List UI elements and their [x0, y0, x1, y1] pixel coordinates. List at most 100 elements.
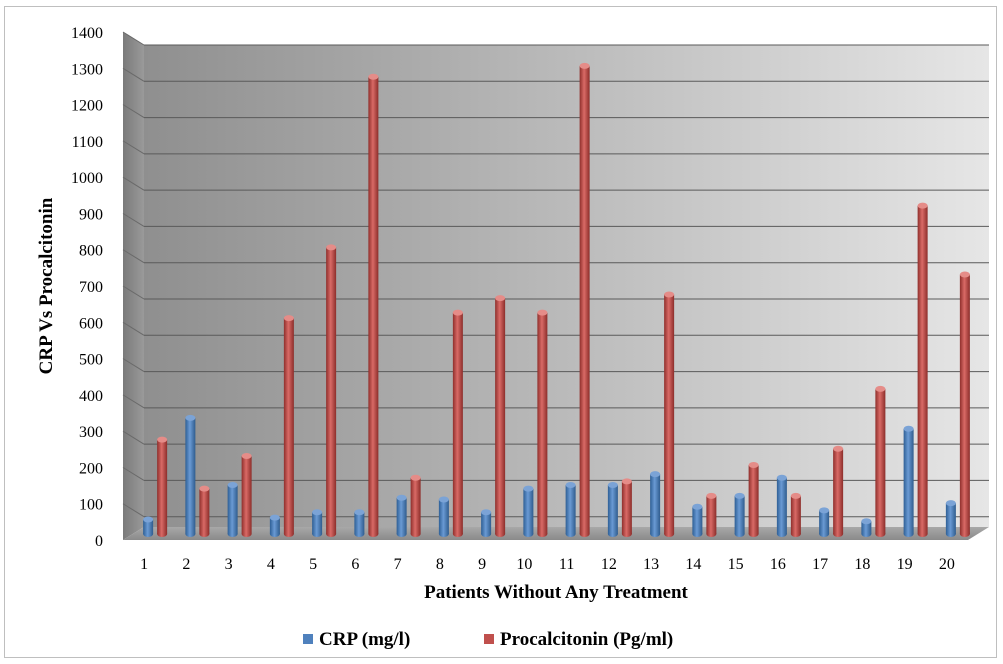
bar-procalcitonin — [495, 295, 506, 537]
bar-crp — [692, 503, 703, 537]
bar-base — [452, 531, 463, 537]
x-tick-label: 18 — [854, 556, 870, 573]
bar-base — [621, 531, 632, 537]
bar-crp — [354, 509, 365, 537]
bar-top — [495, 295, 506, 302]
bar-top — [607, 482, 618, 489]
bar-base — [607, 531, 618, 537]
bar-top — [833, 445, 844, 452]
bar-top — [143, 516, 154, 523]
y-tick-label: 400 — [79, 388, 103, 405]
y-tick-label: 1100 — [72, 134, 103, 151]
x-tick-labels: 1 2 3 4 5 6 7 8 9 10 11 12 13 14 15 16 17 18 19 20 — [140, 556, 955, 573]
bar-crp — [143, 516, 154, 537]
bar-procalcitonin — [410, 474, 421, 537]
y-tick-labels: 0 100 200 300 400 500 600 700 800 900 1000 1100 1200… — [71, 25, 103, 550]
bar-crp — [523, 485, 534, 537]
x-tick-label: 9 — [478, 556, 486, 573]
legend-swatch-crp — [303, 634, 313, 644]
bar-top — [917, 202, 928, 209]
bar-base — [917, 531, 928, 537]
bar-base — [579, 531, 590, 537]
x-tick-label: 5 — [309, 556, 317, 573]
bar-body — [607, 485, 618, 534]
gridline-side — [122, 249, 145, 264]
bar-procalcitonin — [326, 244, 337, 537]
bar-top — [241, 452, 252, 459]
bar-procalcitonin — [917, 202, 928, 537]
bar-base — [312, 531, 323, 537]
bar-top — [875, 385, 886, 392]
bar-body — [227, 485, 238, 534]
back-wall — [144, 45, 989, 527]
bar-body — [481, 512, 492, 534]
x-tick-label: 15 — [728, 556, 744, 573]
bar-top — [903, 425, 914, 432]
y-axis-title: CRP Vs Procalcitonin — [36, 197, 57, 374]
bar-body — [354, 512, 365, 534]
bar-top — [565, 482, 576, 489]
y-tick-label: 800 — [79, 243, 103, 260]
bar-crp — [819, 507, 830, 537]
bar-base — [734, 531, 745, 537]
x-tick-label: 6 — [351, 556, 359, 573]
bar-top — [326, 244, 337, 251]
bar-top — [664, 291, 675, 298]
bar-base — [354, 531, 365, 537]
bar-top — [410, 474, 421, 481]
bar-top — [396, 494, 407, 501]
bar-crp — [312, 509, 323, 537]
bar-procalcitonin — [199, 485, 210, 537]
bar-top — [157, 436, 168, 443]
bar-base — [692, 531, 703, 537]
bar-body — [734, 495, 745, 534]
bar-crp — [438, 496, 449, 537]
y-tick-label: 900 — [79, 206, 103, 223]
bar-body — [664, 294, 675, 534]
bar-body — [945, 503, 956, 534]
bar-crp — [903, 425, 914, 537]
x-tick-label: 10 — [516, 556, 532, 573]
plot-walls — [123, 32, 989, 540]
x-tick-label: 1 — [140, 556, 148, 573]
bar-body — [579, 65, 590, 535]
bar-base — [283, 531, 294, 537]
bar-base — [819, 531, 830, 537]
bar-top — [706, 492, 717, 499]
bar-crp — [565, 482, 576, 537]
bar-base — [199, 531, 210, 537]
bar-top — [283, 315, 294, 322]
bar-base — [326, 531, 337, 537]
x-tick-label: 4 — [267, 556, 275, 573]
bar-body — [650, 474, 661, 534]
gridline-side — [122, 140, 145, 155]
bar-crp — [861, 518, 872, 537]
bar-top — [354, 509, 365, 516]
bar-body — [241, 455, 252, 534]
bar-top — [199, 485, 210, 492]
y-tick-label: 1000 — [71, 170, 103, 187]
bar-base — [565, 531, 576, 537]
gridline-side — [122, 394, 145, 409]
bar-body — [917, 205, 928, 534]
bar-top — [776, 474, 787, 481]
bar-base — [481, 531, 492, 537]
bar-body — [748, 465, 759, 534]
x-tick-label: 20 — [939, 556, 955, 573]
bar-top — [269, 514, 280, 521]
bar-body — [621, 481, 632, 534]
bar-base — [903, 531, 914, 537]
bar-crp — [396, 494, 407, 537]
x-tick-label: 12 — [601, 556, 617, 573]
bar-procalcitonin — [579, 62, 590, 537]
bar-body — [819, 510, 830, 534]
bar-body — [410, 477, 421, 534]
bar-base — [368, 531, 379, 537]
bar-body — [157, 439, 168, 534]
bar-procalcitonin — [368, 73, 379, 537]
bar-crp — [734, 492, 745, 537]
gridline-side — [122, 285, 145, 300]
bar-crp — [776, 474, 787, 537]
y-tick-label: 1400 — [71, 25, 103, 42]
